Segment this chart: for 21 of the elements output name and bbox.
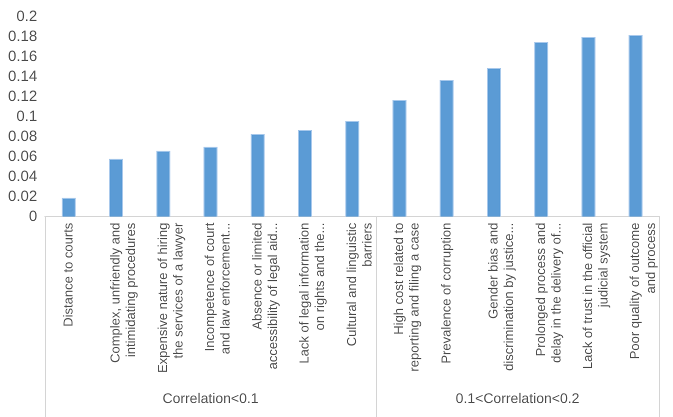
x-tick-label: Absence or limited accessibility of legal aid... (249, 222, 280, 370)
text: Correlation<0.1 (162, 390, 259, 406)
x-tick-label: Prolonged process and delay in the delivery of... (532, 222, 564, 363)
y-tick-label: 0.02 (8, 188, 38, 205)
x-tick-label: Distance to courts (60, 222, 76, 327)
y-tick-label: 0.14 (8, 68, 38, 86)
y-tick-label: 0.12 (8, 88, 38, 106)
y-tick-label: 0.16 (8, 48, 38, 66)
y-tick-label: 0.04 (8, 168, 38, 185)
text: 0.1<Correlation<0.2 (456, 390, 580, 406)
x-tick-label: Incompetence of court and law enforcement... (202, 222, 233, 354)
x-tick-label: Complex, unfriendly and intimidating procedures (108, 222, 138, 363)
y-tick-label: 0 (28, 208, 38, 225)
y-tick-label: 0.06 (8, 148, 38, 165)
y-tick-label: 0.18 (8, 28, 38, 46)
x-tick-label: Prevalence of corruption (438, 222, 454, 364)
x-tick-label: Lack of legal information on rights and the... (296, 222, 328, 364)
y-tick-label: 0.08 (8, 128, 38, 145)
x-tick-label: Gender bias and discrimination by justice... (486, 222, 516, 371)
y-tick-label: 0.1 (16, 108, 38, 125)
y-tick-label: 0.2 (16, 8, 38, 26)
